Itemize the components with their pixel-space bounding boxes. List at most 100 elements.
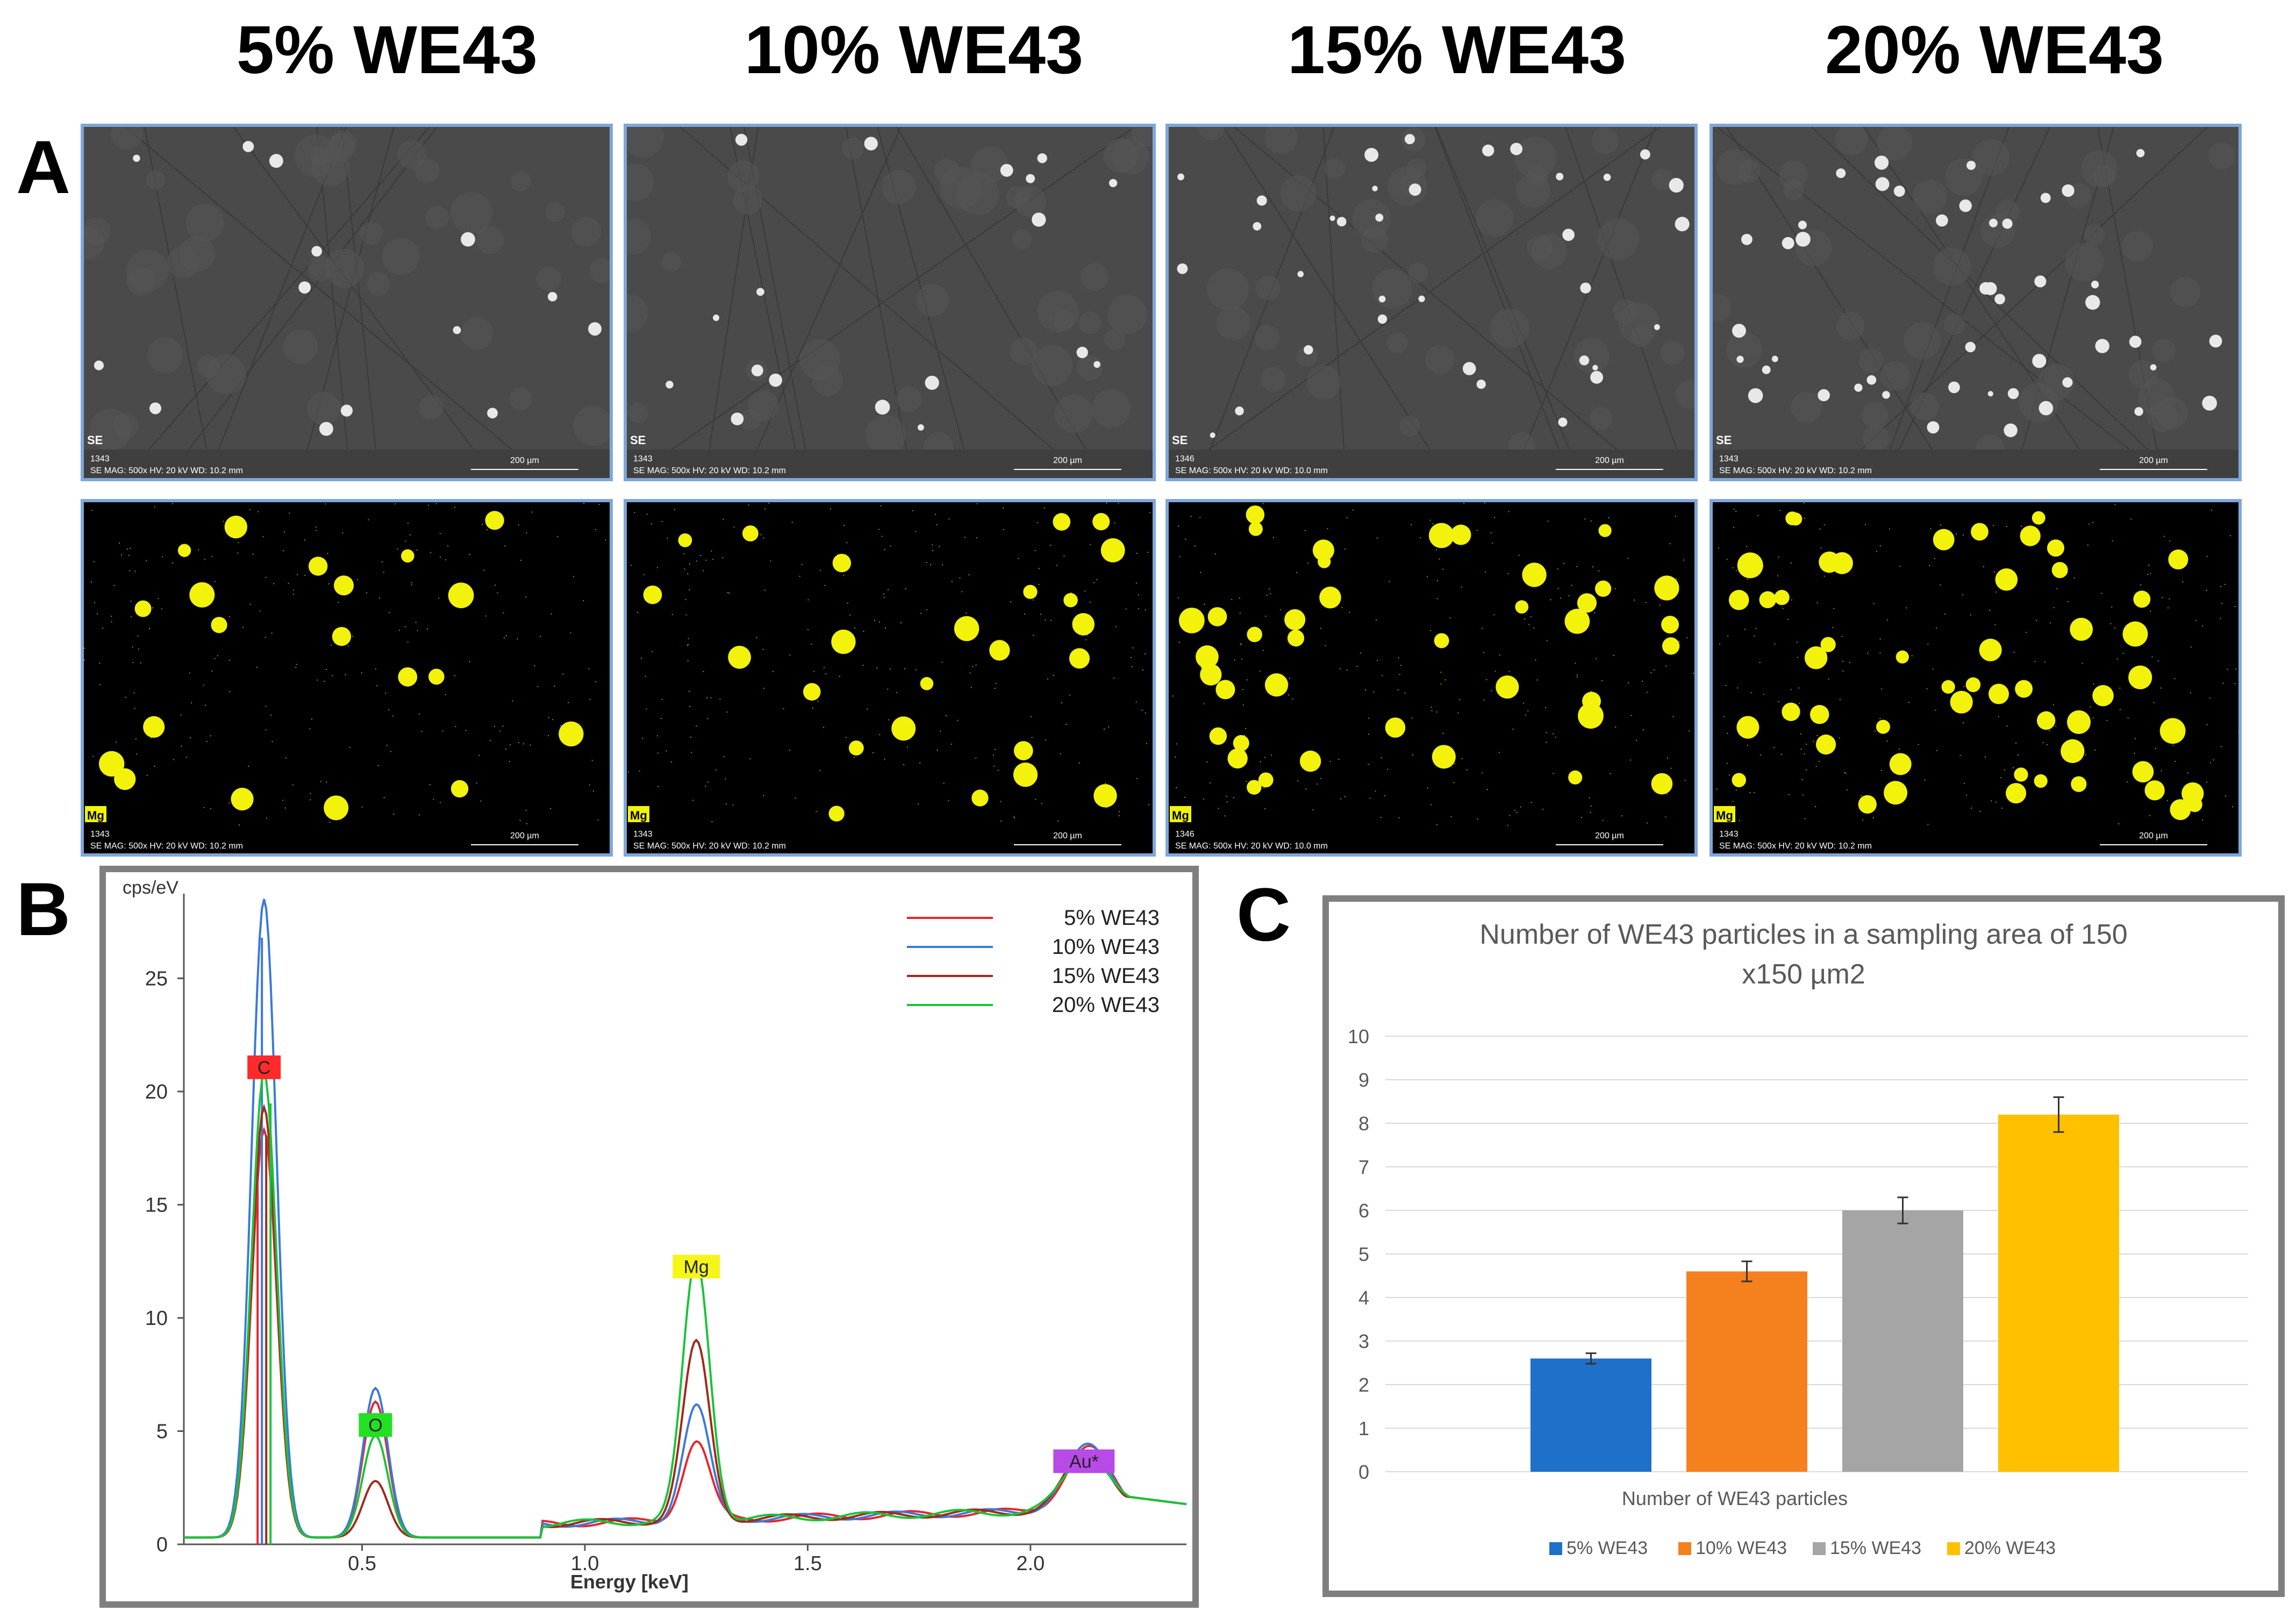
particle xyxy=(1364,147,1379,162)
particle xyxy=(875,400,890,415)
noise-dot xyxy=(2206,555,2208,557)
particle xyxy=(1256,195,1267,206)
noise-dot xyxy=(310,799,311,801)
noise-dot xyxy=(1325,645,1326,646)
scratch-line xyxy=(166,127,438,478)
noise-dot xyxy=(316,530,317,531)
noise-dot xyxy=(2044,661,2045,663)
noise-dot xyxy=(266,817,268,819)
noise-dot xyxy=(1030,716,1032,717)
mg-particle xyxy=(2070,617,2093,641)
noise-dot xyxy=(430,552,432,553)
mg-particle xyxy=(728,645,751,669)
noise-dot xyxy=(941,661,943,663)
noise-dot xyxy=(262,536,264,537)
noise-dot xyxy=(1093,582,1095,583)
noise-dot xyxy=(1177,597,1179,598)
noise-dot xyxy=(1732,801,1734,802)
noise-dot xyxy=(1114,522,1115,524)
y-tick-label: 5 xyxy=(156,1420,168,1443)
noise-dot xyxy=(84,647,85,649)
mg-particle xyxy=(643,585,662,604)
scratch-line xyxy=(341,127,380,478)
noise-dot xyxy=(888,589,889,590)
noise-dot xyxy=(1659,604,1661,606)
noise-dot xyxy=(1590,520,1592,522)
noise-dot xyxy=(540,636,541,637)
noise-dot xyxy=(1411,717,1413,719)
grain xyxy=(1408,262,1428,283)
noise-dot xyxy=(419,814,420,816)
noise-dot xyxy=(282,800,284,801)
noise-dot xyxy=(348,645,349,647)
mg-particle xyxy=(1582,692,1601,711)
mg-particle xyxy=(2067,710,2091,734)
noise-dot xyxy=(1528,624,1530,625)
noise-dot xyxy=(1716,788,1718,790)
noise-dot xyxy=(2006,725,2008,727)
noise-dot xyxy=(823,726,825,728)
noise-dot xyxy=(1146,743,1147,744)
noise-dot xyxy=(703,671,704,672)
mg-particle xyxy=(1782,702,1800,721)
mg-particle xyxy=(559,721,584,747)
noise-dot xyxy=(1995,801,1997,803)
particle xyxy=(149,402,162,415)
grain xyxy=(1877,127,1912,161)
grain xyxy=(283,329,318,364)
noise-dot xyxy=(883,597,885,598)
particle xyxy=(487,408,498,419)
noise-dot xyxy=(1804,818,1806,819)
noise-dot xyxy=(2190,646,2192,648)
noise-dot xyxy=(696,560,698,562)
noise-dot xyxy=(1666,757,1668,759)
mg-particle xyxy=(1774,590,1790,605)
y-axis-label: cps/eV xyxy=(123,878,178,898)
noise-dot xyxy=(907,746,909,748)
noise-dot xyxy=(799,575,800,577)
noise-dot xyxy=(152,607,154,609)
mg-particle xyxy=(1178,608,1205,633)
noise-dot xyxy=(863,631,864,632)
noise-dot xyxy=(763,795,764,796)
noise-dot xyxy=(1991,800,1992,802)
scratch-line xyxy=(1512,127,1656,478)
noise-dot xyxy=(1647,822,1648,824)
mg-particle xyxy=(803,683,821,701)
noise-dot xyxy=(770,560,771,562)
noise-dot xyxy=(723,519,724,521)
noise-dot xyxy=(1344,796,1346,797)
noise-dot xyxy=(512,700,513,702)
noise-dot xyxy=(523,743,524,745)
noise-dot xyxy=(285,757,287,759)
mg-particle xyxy=(2071,776,2087,792)
legend-swatch xyxy=(1678,1542,1691,1555)
noise-dot xyxy=(270,714,271,716)
element-label-bg xyxy=(359,1413,392,1437)
noise-dot xyxy=(495,585,496,586)
noise-dot xyxy=(1240,643,1242,645)
noise-dot xyxy=(789,750,790,751)
particle xyxy=(1994,294,2005,305)
noise-dot xyxy=(1845,773,1847,774)
grain xyxy=(1081,263,1109,291)
noise-dot xyxy=(1436,598,1438,600)
noise-dot xyxy=(791,522,793,523)
noise-dot xyxy=(525,596,527,598)
noise-dot xyxy=(1563,562,1564,564)
noise-dot xyxy=(1788,794,1790,795)
noise-dot xyxy=(154,506,155,508)
noise-dot xyxy=(719,698,721,700)
grain xyxy=(1943,313,1965,336)
noise-dot xyxy=(959,577,961,579)
mg-particle xyxy=(1884,781,1908,805)
se-tag: SE xyxy=(1172,433,1188,447)
mg-particle xyxy=(1247,626,1262,643)
noise-dot xyxy=(976,537,977,539)
noise-dot xyxy=(1085,639,1087,640)
grain xyxy=(126,266,156,296)
mg-particle xyxy=(448,582,474,609)
mg-particle xyxy=(2014,767,2028,782)
noise-dot xyxy=(1839,737,1840,739)
grain xyxy=(1425,345,1455,374)
